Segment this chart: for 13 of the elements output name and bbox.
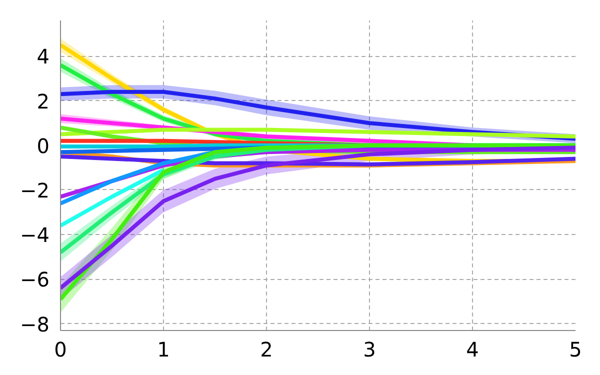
y-tick-label: −2 bbox=[20, 178, 50, 202]
y-tick-label: −8 bbox=[20, 312, 50, 336]
x-tick-label: 5 bbox=[569, 338, 582, 362]
y-tick-label: −4 bbox=[20, 223, 50, 248]
y-tick-label: 4 bbox=[36, 44, 50, 69]
y-tick-label: −6 bbox=[20, 268, 50, 292]
y-tick-label: 2 bbox=[36, 89, 50, 114]
y-tick-label: 0 bbox=[36, 134, 50, 158]
x-tick-label: 4 bbox=[466, 338, 479, 362]
x-tick-label: 1 bbox=[157, 338, 170, 362]
x-tick-label: 3 bbox=[363, 338, 376, 362]
x-tick-label: 0 bbox=[54, 338, 67, 362]
x-tick-label: 2 bbox=[260, 338, 273, 362]
